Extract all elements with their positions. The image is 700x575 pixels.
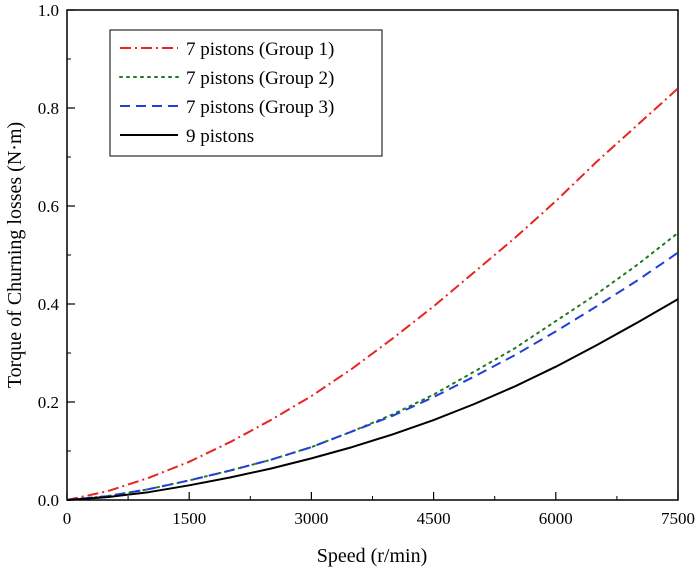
x-axis-title: Speed (r/min)	[317, 545, 428, 567]
x-tick-label: 0	[63, 509, 72, 528]
x-tick-labels: 0 1500 3000 4500 6000 7500	[63, 509, 695, 528]
legend-label: 7 pistons (Group 1)	[186, 39, 334, 60]
y-tick-label: 0.2	[38, 393, 59, 412]
legend-label: 7 pistons (Group 3)	[186, 97, 334, 118]
x-tick-label: 3000	[294, 509, 328, 528]
legend-label: 9 pistons	[186, 126, 254, 147]
x-tick-label: 6000	[539, 509, 573, 528]
legend-label: 7 pistons (Group 2)	[186, 68, 334, 89]
series-line	[66, 231, 679, 501]
series-line	[66, 251, 679, 501]
x-tick-label: 7500	[661, 509, 695, 528]
y-tick-label: 0.6	[38, 197, 59, 216]
y-tick-labels: 0.0 0.2 0.4 0.6 0.8 1.0	[38, 1, 60, 510]
y-tick-label: 1.0	[38, 1, 59, 20]
y-tick-label: 0.4	[38, 295, 60, 314]
series-lines	[66, 87, 679, 501]
y-axis-title: Torque of Churning losses (N·m)	[4, 122, 26, 388]
y-tick-label: 0.0	[38, 491, 59, 510]
series-line	[66, 298, 679, 501]
x-tick-label: 4500	[417, 509, 451, 528]
x-tick-label: 1500	[172, 509, 206, 528]
legend: 7 pistons (Group 1) 7 pistons (Group 2) 7 …	[109, 29, 383, 157]
series-line	[66, 87, 679, 501]
y-tick-label: 0.8	[38, 99, 59, 118]
